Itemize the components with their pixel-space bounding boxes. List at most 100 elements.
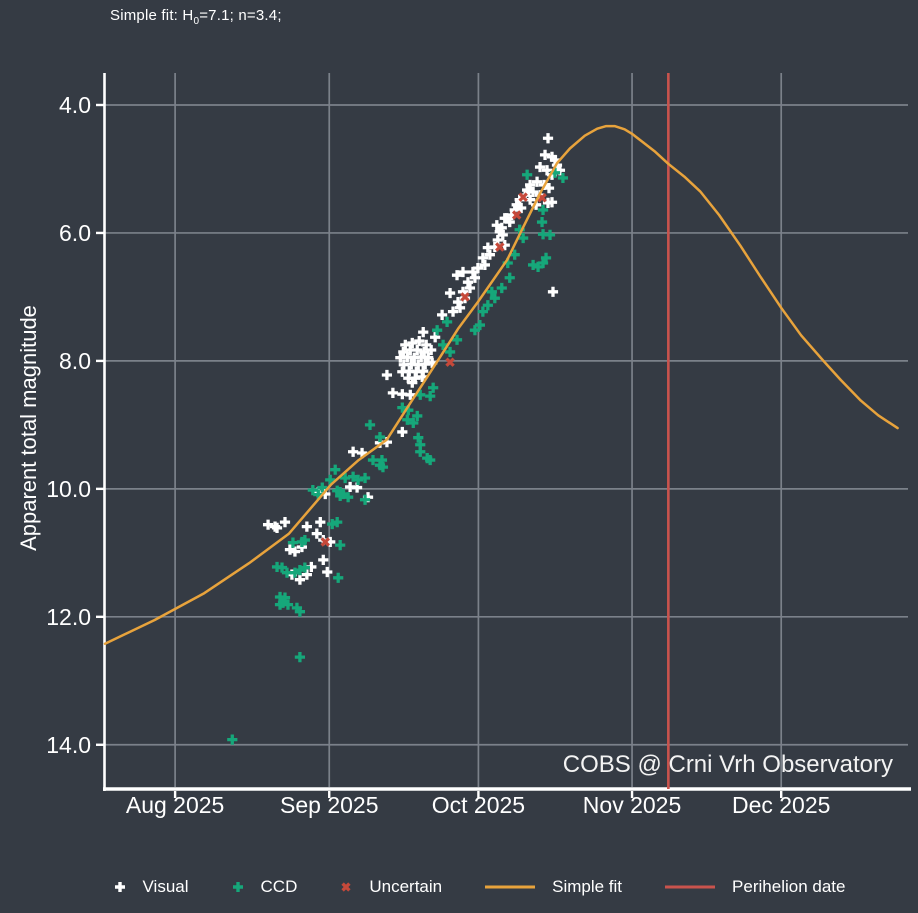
data-point-visual xyxy=(525,179,536,191)
data-point-visual xyxy=(381,369,393,381)
chart-title-prefix: Simple fit: H xyxy=(110,7,194,24)
data-point-visual xyxy=(318,554,329,565)
data-point-ccd xyxy=(287,537,299,548)
data-point-visual xyxy=(279,517,291,528)
data-point-ccd xyxy=(474,319,485,331)
legend-item-ccd[interactable]: CCD xyxy=(231,877,298,897)
legend-label: Perihelion date xyxy=(732,877,846,896)
data-point-visual xyxy=(407,337,418,349)
data-point-visual xyxy=(419,346,430,358)
chart-title: Simple fit: H0=7.1; n=3.4; xyxy=(110,7,282,27)
legend-item-visual[interactable]: Visual xyxy=(113,877,189,897)
legend-marker-icon xyxy=(341,882,351,892)
data-point-visual xyxy=(271,522,283,533)
data-point-ccd xyxy=(477,306,488,317)
grid-layer xyxy=(105,73,908,787)
data-point-visual xyxy=(539,149,551,160)
data-point-ccd xyxy=(504,272,515,283)
data-point-ccd xyxy=(469,325,481,336)
data-point-ccd xyxy=(276,562,288,573)
data-point-visual xyxy=(301,569,312,580)
data-point-visual xyxy=(398,346,409,358)
data-point-ccd xyxy=(536,216,548,228)
data-point-ccd xyxy=(496,282,507,294)
data-point-ccd xyxy=(376,454,388,466)
data-point-ccd xyxy=(367,454,379,466)
light-curve-chart: Aug 2025 Sep 2025 Oct 2025 Nov 2025 Dec 2025… xyxy=(16,73,911,818)
data-point-visual xyxy=(315,517,326,528)
x-tick-label: Dec 2025 xyxy=(732,792,830,818)
data-point-ccd xyxy=(557,172,569,184)
legend: Visual CCD Uncertain Simple fit Perihelion d… xyxy=(0,869,918,905)
y-tick-label: 12.0 xyxy=(46,604,91,630)
data-point-ccd xyxy=(540,252,552,263)
legend-item-simple-fit[interactable]: Simple fit xyxy=(484,877,622,897)
data-point-ccd xyxy=(352,474,364,486)
data-point-ccd xyxy=(402,414,413,425)
data-point-ccd xyxy=(432,325,443,336)
data-point-visual xyxy=(397,426,408,438)
legend-label: Uncertain xyxy=(369,877,443,896)
data-point-visual xyxy=(444,287,456,299)
data-point-visual xyxy=(534,161,546,173)
data-point-ccd xyxy=(486,286,497,297)
data-point-ccd xyxy=(299,562,310,573)
data-point-uncertain xyxy=(518,192,528,202)
data-point-visual xyxy=(522,184,533,196)
legend-item-uncertain[interactable]: Uncertain xyxy=(339,877,442,897)
data-point-visual xyxy=(421,339,432,351)
data-point-ccd xyxy=(335,486,346,498)
legend-label: Visual xyxy=(142,877,189,896)
data-point-uncertain xyxy=(511,210,522,220)
data-point-visual xyxy=(546,197,558,208)
legend-line-swatch xyxy=(665,885,716,889)
data-point-visual xyxy=(407,377,418,388)
data-point-visual xyxy=(348,446,359,457)
data-point-ccd xyxy=(335,540,346,551)
data-point-visual xyxy=(469,272,481,283)
data-point-ccd xyxy=(359,494,371,505)
data-point-ccd xyxy=(537,257,549,269)
data-point-ccd xyxy=(441,316,453,327)
data-point-visual xyxy=(301,521,312,532)
data-point-visual xyxy=(447,306,459,317)
data-point-ccd xyxy=(518,232,529,244)
data-point-visual xyxy=(262,519,274,530)
legend-marker-icon xyxy=(232,882,243,892)
legend-label: CCD xyxy=(260,877,298,896)
data-point-visual xyxy=(504,216,515,228)
data-point-visual xyxy=(452,296,464,308)
data-point-uncertain xyxy=(320,537,330,547)
observatory-watermark: COBS @ Crni Vrh Observatory xyxy=(563,751,893,778)
data-point-ccd xyxy=(537,204,549,216)
data-point-visual xyxy=(414,335,425,347)
scatter-points-layer xyxy=(227,133,569,745)
data-point-visual xyxy=(457,266,469,278)
x-tick-label: Aug 2025 xyxy=(126,792,224,818)
data-point-ccd xyxy=(413,432,424,443)
data-point-ccd xyxy=(343,492,354,503)
x-tick-label: Nov 2025 xyxy=(583,792,681,818)
data-point-ccd xyxy=(299,534,310,546)
y-tick-label: 14.0 xyxy=(46,732,91,758)
data-point-visual xyxy=(472,263,484,274)
legend-plus-icon xyxy=(114,882,125,892)
data-point-ccd xyxy=(374,431,386,443)
data-point-visual xyxy=(289,546,301,557)
data-point-visual xyxy=(423,352,434,363)
data-point-ccd xyxy=(489,293,500,304)
data-point-ccd xyxy=(522,169,533,180)
chart-title-suffix: =7.1; n=3.4; xyxy=(199,7,282,24)
data-point-visual xyxy=(543,183,555,194)
data-point-visual xyxy=(516,202,527,214)
fit-curve xyxy=(103,124,899,645)
x-tick-label: Sep 2025 xyxy=(280,792,378,818)
data-point-uncertain xyxy=(460,292,470,302)
data-point-visual xyxy=(426,344,437,356)
legend-item-perihelion-date[interactable]: Perihelion date xyxy=(664,877,845,897)
data-point-visual xyxy=(418,327,429,338)
data-point-visual xyxy=(462,277,474,288)
data-point-ccd xyxy=(397,402,408,413)
fit-curve-layer xyxy=(103,124,899,645)
axis-layer: Aug 2025 Sep 2025 Oct 2025 Nov 2025 Dec 2025… xyxy=(46,73,911,818)
